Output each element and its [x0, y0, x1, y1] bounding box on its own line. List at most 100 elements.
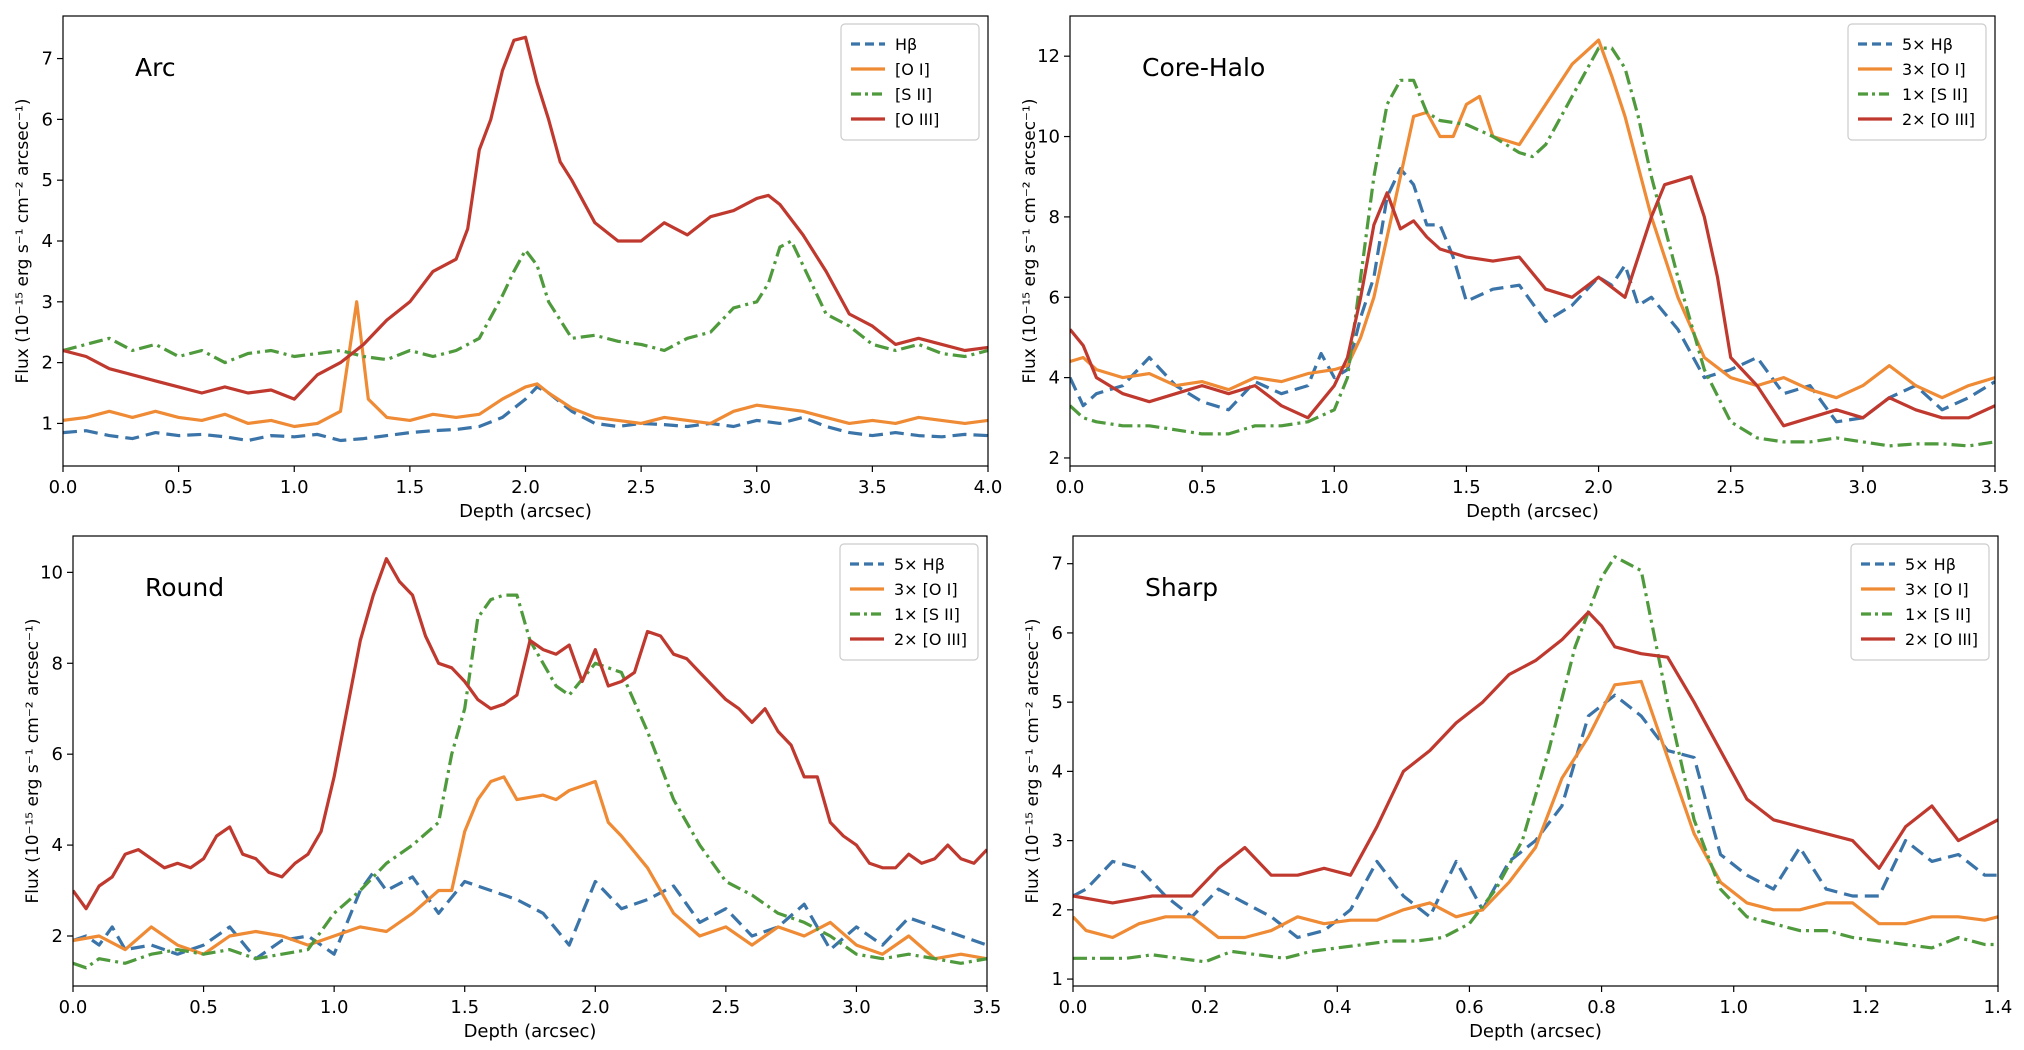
chart-title: Core-Halo: [1142, 53, 1265, 82]
y-tick-label: 2: [52, 926, 63, 947]
series-line-oi: [73, 775, 987, 961]
legend-label-oi: 3× [O I]: [1902, 60, 1966, 79]
x-tick-label: 3.5: [1981, 477, 2010, 498]
x-axis-label: Depth (arcsec): [1469, 1021, 1602, 1042]
x-tick-label: 1.0: [320, 997, 349, 1018]
y-tick-label: 4: [1052, 761, 1063, 782]
legend-box: [1847, 23, 1987, 141]
chart-title: Round: [145, 573, 224, 602]
x-tick-label: 3.0: [842, 997, 871, 1018]
chart-panel-4: 0.0 0.2 0.4 0.6 0.8 1.0 1.2 1.4 1 2 3 4 5 6 7 Depth (ar…: [1023, 535, 2013, 1042]
y-axis-label: Flux (10⁻¹⁵ erg s⁻¹ cm⁻² arcsec⁻¹): [1020, 99, 1040, 384]
x-tick-label: 3.5: [858, 477, 887, 498]
legend-label-hb: 5× Hβ: [894, 555, 945, 574]
x-tick-label: 1.0: [1320, 477, 1349, 498]
axes-frame: [1072, 535, 1999, 987]
x-tick-label: 0.4: [1323, 997, 1352, 1018]
legend: 5× Hβ 3× [O I] 1× [S II] 2× [O III]: [839, 543, 979, 661]
y-tick-label: 2: [1049, 448, 1060, 469]
x-axis-label: Depth (arcsec): [459, 501, 592, 522]
chart-title: Arc: [135, 53, 176, 82]
legend-label-oiii: 2× [O III]: [1905, 630, 1978, 649]
x-tick-label: 1.5: [1452, 477, 1481, 498]
legend-label-oiii: 2× [O III]: [1902, 110, 1975, 129]
y-tick-label: 5: [1052, 692, 1063, 713]
y-tick-label: 8: [52, 653, 63, 674]
y-tick-label: 10: [1037, 127, 1060, 148]
x-axis-label: Depth (arcsec): [1466, 501, 1599, 522]
legend-label-oi: 3× [O I]: [1905, 580, 1969, 599]
legend: Hβ [O I] [S II] [O III]: [840, 23, 980, 141]
y-tick-label: 2: [1052, 900, 1063, 921]
chart-panel-2: 0.0 0.5 1.0 1.5 2.0 2.5 3.0 3.5 2 4 6 8 10 12 Depth (a…: [1020, 15, 2010, 522]
x-axis-label: Depth (arcsec): [464, 1021, 597, 1042]
x-tick-label: 0.0: [49, 477, 78, 498]
x-tick-label: 2.0: [1584, 477, 1613, 498]
series-line-sii: [1073, 555, 1998, 964]
x-tick-label: 0.0: [59, 997, 88, 1018]
y-axis-label: Flux (10⁻¹⁵ erg s⁻¹ cm⁻² arcsec⁻¹): [13, 99, 33, 384]
y-tick-label: 6: [52, 744, 63, 765]
x-tick-label: 2.5: [627, 477, 656, 498]
legend-label-oi: 3× [O I]: [894, 580, 958, 599]
legend-label-sii: [S II]: [895, 85, 932, 104]
legend: 5× Hβ 3× [O I] 1× [S II] 2× [O III]: [1847, 23, 1987, 141]
x-tick-label: 1.5: [450, 997, 479, 1018]
x-tick-label: 4.0: [974, 477, 1003, 498]
y-tick-label: 6: [42, 109, 53, 130]
x-tick-label: 2.0: [581, 997, 610, 1018]
legend-label-hb: 5× Hβ: [1902, 35, 1953, 54]
x-tick-label: 0.0: [1059, 997, 1088, 1018]
legend-label-sii: 1× [S II]: [1905, 605, 1971, 624]
x-tick-label: 0.5: [164, 477, 193, 498]
series-line-oiii: [1073, 610, 1998, 905]
x-tick-label: 0.2: [1191, 997, 1220, 1018]
x-tick-label: 0.8: [1587, 997, 1616, 1018]
series-line-oi: [63, 300, 988, 429]
x-tick-label: 2.0: [511, 477, 540, 498]
chart-title: Sharp: [1145, 573, 1218, 602]
axes-frame: [1069, 15, 1996, 467]
series-line-hb: [63, 385, 988, 443]
legend-label-hb: Hβ: [895, 35, 917, 54]
y-tick-label: 7: [42, 49, 53, 70]
y-axis-label: Flux (10⁻¹⁵ erg s⁻¹ cm⁻² arcsec⁻¹): [1023, 619, 1043, 904]
legend-box: [839, 543, 979, 661]
legend-label-sii: 1× [S II]: [894, 605, 960, 624]
series-line-hb: [1073, 693, 1998, 940]
x-tick-label: 0.5: [189, 997, 218, 1018]
x-tick-label: 0.5: [1188, 477, 1217, 498]
legend-box: [1850, 543, 1990, 661]
series-line-sii: [63, 239, 988, 365]
y-tick-label: 1: [42, 413, 53, 434]
x-tick-label: 0.6: [1455, 997, 1484, 1018]
series-line-hb: [73, 870, 987, 961]
x-tick-label: 1.4: [1984, 997, 2013, 1018]
y-tick-label: 5: [42, 170, 53, 191]
series-line-sii: [73, 593, 987, 970]
legend: 5× Hβ 3× [O I] 1× [S II] 2× [O III]: [1850, 543, 1990, 661]
y-tick-label: 6: [1049, 287, 1060, 308]
legend-label-oiii: [O III]: [895, 110, 939, 129]
series-line-sii: [1070, 46, 1995, 448]
y-tick-label: 2: [42, 353, 53, 374]
x-tick-label: 0.0: [1056, 477, 1085, 498]
legend-label-hb: 5× Hβ: [1905, 555, 1956, 574]
x-tick-label: 1.0: [280, 477, 309, 498]
x-tick-label: 3.0: [1849, 477, 1878, 498]
legend-label-sii: 1× [S II]: [1902, 85, 1968, 104]
x-tick-label: 3.5: [973, 997, 1002, 1018]
y-tick-label: 7: [1052, 554, 1063, 575]
y-tick-label: 3: [1052, 831, 1063, 852]
series-line-oi: [1073, 679, 1998, 940]
legend-box: [840, 23, 980, 141]
axes-frame: [72, 535, 988, 987]
legend-label-oiii: 2× [O III]: [894, 630, 967, 649]
y-tick-label: 3: [42, 292, 53, 313]
x-tick-label: 1.2: [1852, 997, 1881, 1018]
y-tick-label: 6: [1052, 623, 1063, 644]
y-tick-label: 4: [42, 231, 53, 252]
series-line-oiii: [1070, 175, 1995, 428]
y-axis-label: Flux (10⁻¹⁵ erg s⁻¹ cm⁻² arcsec⁻¹): [23, 619, 43, 904]
